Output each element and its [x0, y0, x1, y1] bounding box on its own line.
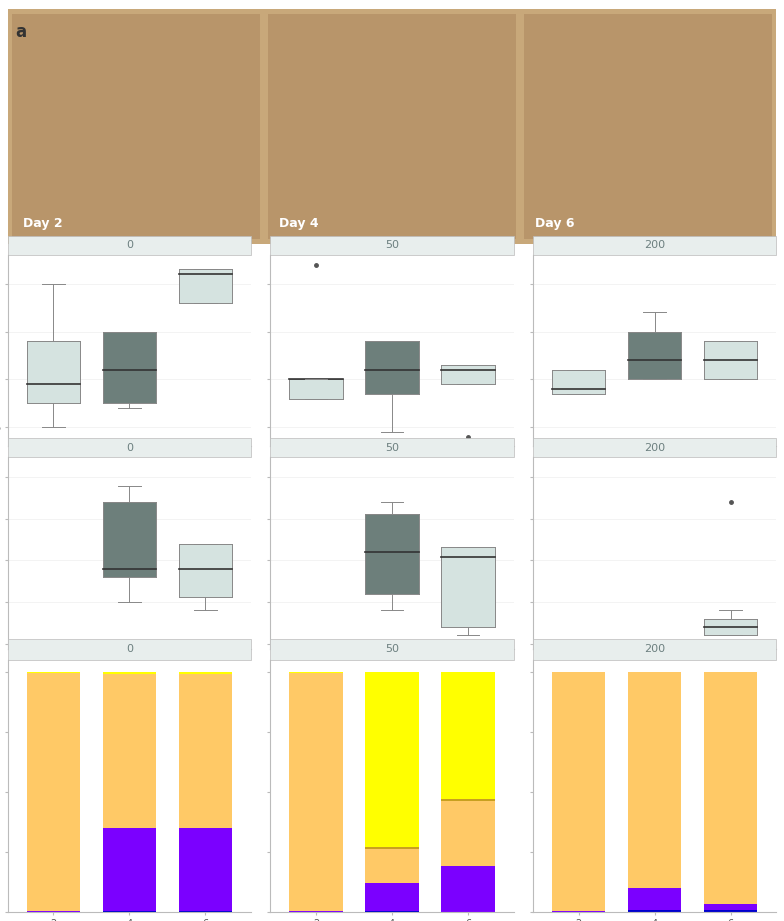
- FancyBboxPatch shape: [12, 14, 260, 239]
- Bar: [289, 671, 343, 672]
- X-axis label: Day: Day: [118, 671, 140, 682]
- FancyBboxPatch shape: [268, 14, 516, 239]
- Text: 50: 50: [385, 240, 399, 251]
- Bar: [704, 672, 757, 904]
- FancyBboxPatch shape: [533, 639, 776, 659]
- Bar: [289, 672, 343, 911]
- Bar: [103, 674, 156, 828]
- Bar: [441, 799, 495, 801]
- Bar: [628, 910, 681, 912]
- Text: a: a: [16, 23, 27, 41]
- Bar: [179, 671, 232, 674]
- Text: 200: 200: [644, 240, 665, 251]
- Bar: [365, 911, 419, 912]
- Text: 0: 0: [126, 645, 133, 655]
- Text: Day 2: Day 2: [24, 217, 63, 230]
- Text: 0: 0: [126, 443, 133, 452]
- Text: 200: 200: [644, 645, 665, 655]
- Text: 0: 0: [126, 240, 133, 251]
- Bar: [628, 672, 681, 889]
- Bar: [27, 911, 80, 912]
- Bar: [441, 671, 495, 799]
- Bar: [365, 849, 419, 883]
- FancyBboxPatch shape: [8, 639, 251, 659]
- Bar: [27, 671, 80, 672]
- Bar: [704, 904, 757, 910]
- Bar: [103, 828, 156, 911]
- Bar: [704, 910, 757, 912]
- X-axis label: Day: Day: [644, 671, 666, 682]
- Bar: [441, 866, 495, 912]
- Bar: [365, 883, 419, 911]
- FancyBboxPatch shape: [8, 236, 251, 255]
- Bar: [27, 672, 80, 911]
- Bar: [441, 801, 495, 866]
- FancyBboxPatch shape: [533, 438, 776, 457]
- Bar: [365, 847, 419, 849]
- Bar: [179, 911, 232, 912]
- FancyBboxPatch shape: [270, 236, 514, 255]
- FancyBboxPatch shape: [270, 639, 514, 659]
- FancyBboxPatch shape: [8, 438, 251, 457]
- Bar: [103, 911, 156, 912]
- Bar: [179, 828, 232, 911]
- Bar: [628, 889, 681, 910]
- Text: 200: 200: [644, 443, 665, 452]
- FancyBboxPatch shape: [524, 14, 772, 239]
- Text: 50: 50: [385, 443, 399, 452]
- Bar: [365, 671, 419, 847]
- Bar: [103, 671, 156, 674]
- X-axis label: Day: Day: [381, 671, 403, 682]
- Bar: [179, 674, 232, 828]
- Text: Day 4: Day 4: [279, 217, 319, 230]
- FancyBboxPatch shape: [270, 438, 514, 457]
- Bar: [552, 672, 605, 911]
- FancyBboxPatch shape: [533, 236, 776, 255]
- Text: Day 6: Day 6: [535, 217, 575, 230]
- Text: 50: 50: [385, 645, 399, 655]
- Bar: [289, 911, 343, 912]
